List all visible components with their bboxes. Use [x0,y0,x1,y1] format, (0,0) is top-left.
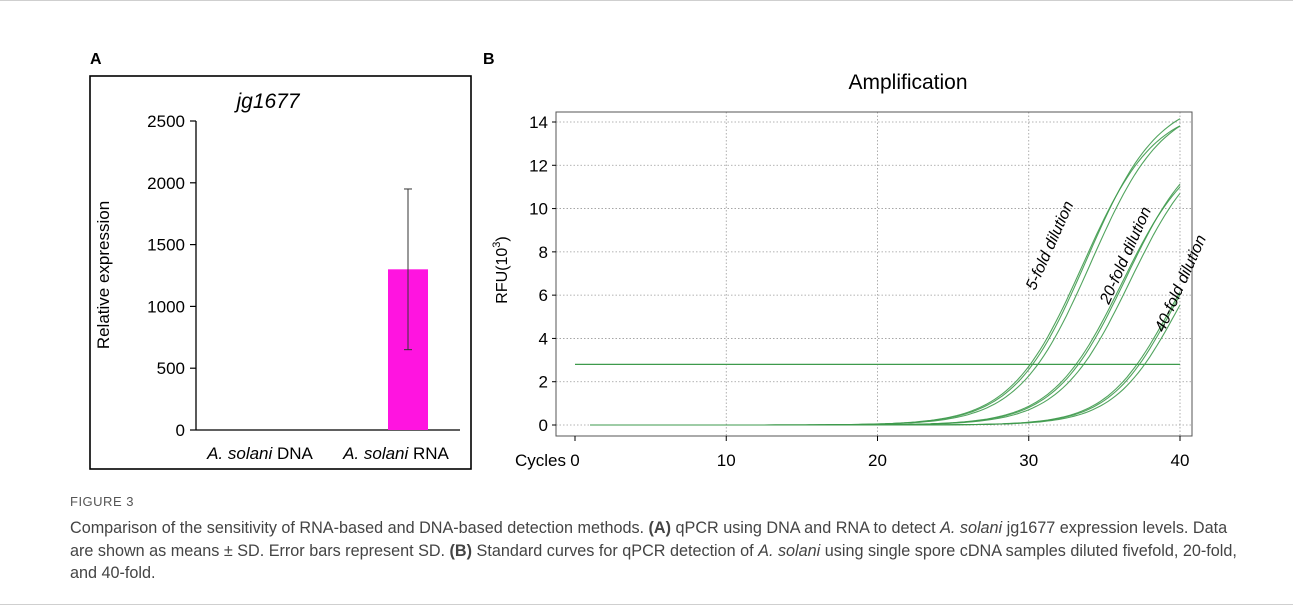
series-label: 20-fold dilution [1097,205,1155,308]
amplification-curve [590,192,1181,426]
x-tick-label: 10 [717,451,736,470]
caption-label: FIGURE 3 [70,494,134,509]
series-label: 5-fold dilution [1023,199,1077,293]
ylabel-base: RFU(10 [494,248,511,304]
y-tick-label: 10 [529,200,548,219]
y-tick-label: 6 [539,286,548,305]
y-tick-label: 500 [157,359,185,378]
y-tick-label: 14 [529,113,548,132]
y-tick-label: 1000 [147,297,185,316]
y-tick-label: 2000 [147,174,185,193]
bar-chart-axes: 0 500 1000 1500 2000 2500 [147,112,460,440]
y-tick-label: 2500 [147,112,185,131]
series-label: 40-fold dilution [1152,233,1210,335]
x-tick-label: 0 [570,451,579,470]
panel-label-b: B [483,51,495,68]
amplification-curve [590,125,1181,426]
line-chart-xlabel: Cycles [515,451,566,470]
x-tick-label: 20 [868,451,887,470]
y-tick-label: 2 [539,373,548,392]
bar-chart-xlabels: A. solani DNA A. solani RNA [206,444,449,463]
line-chart-ylabel: RFU(103) [491,236,511,303]
amplification-curve [590,304,1181,426]
line-chart-axes: 0 2 4 6 8 10 12 14 0 10 20 30 40 [529,111,1193,470]
panel-label-a: A [90,51,102,68]
line-chart-title: Amplification [848,71,967,94]
y-tick-label: 1500 [147,236,185,255]
x-category-label: A. solani RNA [342,444,449,463]
ylabel-sup: 3 [491,242,503,248]
amplification-curve [590,125,1181,426]
bar-chart-marks [388,188,428,430]
bar-chart-ylabel: Relative expression [94,201,113,349]
y-tick-label: 0 [176,421,185,440]
caption-text: Comparison of the sensitivity of RNA-bas… [70,519,1237,582]
amplification-curve [590,294,1181,426]
plot-frame [555,111,1193,437]
amplification-curve [590,186,1181,426]
y-tick-label: 0 [539,416,548,435]
amplification-curve [590,291,1181,426]
bar-chart-title: jg1677 [233,90,300,113]
x-tick-label: 30 [1019,451,1038,470]
y-tick-label: 4 [539,329,548,348]
panel-a-box [89,75,472,470]
amplification-curve [590,118,1181,426]
x-category-label: A. solani DNA [206,444,313,463]
y-tick-label: 8 [539,243,548,262]
amplification-curve [590,183,1181,426]
line-chart-grid [556,112,1192,436]
line-chart-series [575,118,1181,426]
x-tick-label: 40 [1171,451,1190,470]
y-tick-label: 12 [529,156,548,175]
ylabel-close: ) [494,236,511,241]
